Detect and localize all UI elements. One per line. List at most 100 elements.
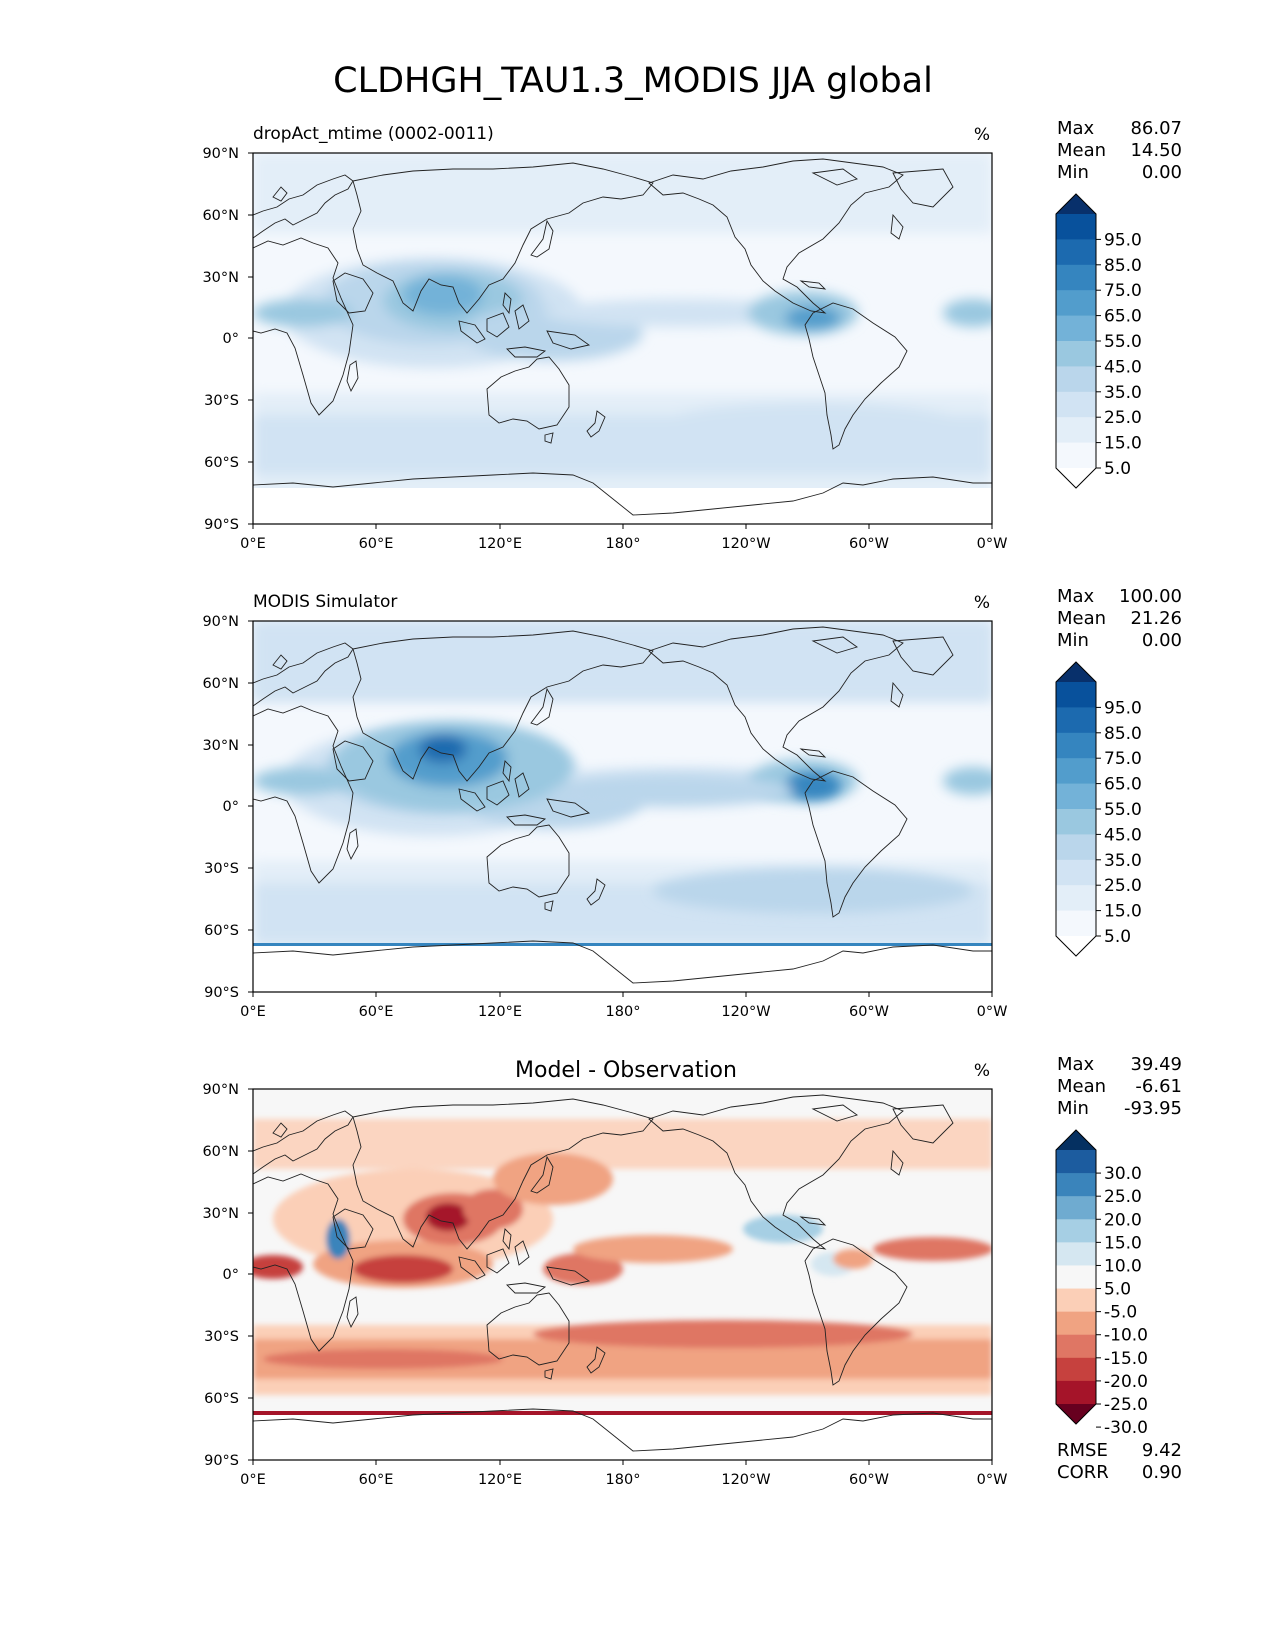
lat-tick: 90°S — [204, 1453, 239, 1469]
stat-label: Max — [1057, 1054, 1095, 1075]
colorbar-bin — [1056, 859, 1096, 886]
stat-label: Min — [1057, 630, 1089, 651]
lat-tick: 30°S — [204, 861, 239, 877]
panel-difference: Model - Observation % 90°N 60°N 30°N 0° … — [202, 1054, 1182, 1488]
colorbar-label: 85.0 — [1104, 724, 1142, 744]
colorbar-label: 5.0 — [1104, 1280, 1131, 1300]
colorbar-label: 5.0 — [1104, 459, 1131, 479]
colorbar-bin — [1056, 910, 1096, 937]
colorbar-label: -15.0 — [1104, 1349, 1148, 1369]
lat-tick: 90°S — [204, 985, 239, 1001]
colorbar-extend-max — [1056, 194, 1096, 214]
lat-tick: 30°N — [202, 1206, 239, 1222]
colorbar-bin — [1056, 341, 1096, 367]
panel-difference-metrics: RMSE 9.42 CORR 0.90 — [1057, 1440, 1182, 1483]
colorbar-bin — [1056, 1380, 1096, 1405]
colorbar-bin — [1056, 366, 1096, 393]
colorbar-label: -30.0 — [1104, 1418, 1148, 1438]
colorbar-label: 10.0 — [1104, 1256, 1142, 1276]
colorbar-label: 95.0 — [1104, 230, 1142, 250]
lat-tick: 30°S — [204, 393, 239, 409]
colorbar-label: 75.0 — [1104, 749, 1142, 769]
colorbar-bin — [1056, 732, 1096, 759]
colorbar-label: 5.0 — [1104, 927, 1131, 947]
stat-label: Mean — [1057, 608, 1106, 629]
lat-tick: 0° — [223, 331, 239, 347]
stat-value: 0.00 — [1142, 162, 1182, 183]
colorbar-label: 15.0 — [1104, 1233, 1142, 1253]
lon-tick: 0°E — [240, 1472, 266, 1488]
colorbar-label: 65.0 — [1104, 775, 1142, 795]
colorbar-bin — [1056, 315, 1096, 342]
metric-value: 0.90 — [1142, 1462, 1182, 1483]
colorbar-bin — [1056, 809, 1096, 835]
colorbar-label: 15.0 — [1104, 902, 1142, 922]
panel-reference-title: MODIS Simulator — [253, 592, 397, 612]
panel-test-lat-ticks: 90°N 60°N 30°N 0° 30°S 60°S 90°S — [202, 146, 239, 533]
stat-value: 39.49 — [1130, 1054, 1182, 1075]
colorbar-label: 35.0 — [1104, 851, 1142, 871]
colorbar-bin — [1056, 1288, 1096, 1313]
lat-tick: 30°S — [204, 1329, 239, 1345]
lon-tick: 60°E — [359, 1004, 394, 1020]
colorbar-label: -5.0 — [1104, 1303, 1137, 1323]
stat-label: Mean — [1057, 140, 1106, 161]
panel-difference-colorbar: 30.0 25.0 20.0 15.0 10.0 5.0 -5.0 -10.0 -15.0 -20… — [1055, 1129, 1148, 1438]
colorbar-label: -10.0 — [1104, 1326, 1148, 1346]
colorbar-bin — [1056, 885, 1096, 912]
colorbar-label: 75.0 — [1104, 281, 1142, 301]
lat-tick: 60°N — [202, 208, 239, 224]
lat-tick: 90°N — [202, 614, 239, 630]
lon-tick: 120°E — [478, 1472, 522, 1488]
colorbar-bin — [1056, 783, 1096, 810]
lon-tick: 60°E — [359, 1472, 394, 1488]
colorbar-extend-min — [1056, 936, 1096, 956]
colorbar-label: 55.0 — [1104, 800, 1142, 820]
colorbar-bin — [1056, 682, 1096, 708]
colorbar-extend-min — [1056, 468, 1096, 488]
lat-tick: 30°N — [202, 270, 239, 286]
colorbar-label: 15.0 — [1104, 434, 1142, 454]
stat-label: Max — [1057, 118, 1095, 139]
lon-tick: 180° — [606, 1472, 641, 1488]
colorbar-label: 45.0 — [1104, 825, 1142, 845]
panel-reference-lat-ticks: 90°N 60°N 30°N 0° 30°S 60°S 90°S — [202, 614, 239, 1001]
lon-tick: 60°W — [849, 1472, 889, 1488]
colorbar-label: 65.0 — [1104, 307, 1142, 327]
panel-difference-stats: Max 39.49 Mean -6.61 Min -93.95 — [1057, 1054, 1182, 1119]
panel-difference-lon-ticks: 0°E 60°E 120°E 180° 120°W 60°W 0°W — [240, 1472, 1007, 1488]
lat-tick: 60°N — [202, 676, 239, 692]
colorbar-label: 25.0 — [1104, 1187, 1142, 1207]
colorbar-bin — [1056, 1242, 1096, 1266]
panel-difference-map — [253, 1089, 992, 1460]
stat-value: 21.26 — [1130, 608, 1182, 629]
lon-tick: 60°W — [849, 1004, 889, 1020]
lon-tick: 0°W — [977, 1004, 1008, 1020]
colorbar-label: 25.0 — [1104, 408, 1142, 428]
lon-tick: 60°W — [849, 536, 889, 552]
metric-value: 9.42 — [1142, 1440, 1182, 1461]
lon-tick: 180° — [606, 536, 641, 552]
colorbar-bin — [1056, 1196, 1096, 1220]
lat-tick: 30°N — [202, 738, 239, 754]
lon-tick: 120°W — [721, 1472, 770, 1488]
panel-test-colorbar: 95.0 85.0 75.0 65.0 55.0 45.0 35.0 25.0 15.0 5.0 — [1055, 193, 1142, 489]
panel-test-map — [253, 153, 992, 524]
colorbar-bin — [1056, 707, 1096, 734]
colorbar-label: 35.0 — [1104, 383, 1142, 403]
colorbar-label: 20.0 — [1104, 1210, 1142, 1230]
colorbar-label: 30.0 — [1104, 1164, 1142, 1184]
colorbar-label: 55.0 — [1104, 332, 1142, 352]
panel-difference-lat-ticks: 90°N 60°N 30°N 0° 30°S 60°S 90°S — [202, 1082, 239, 1469]
colorbar-extend-max — [1056, 1130, 1096, 1150]
panel-test-lon-ticks: 0°E 60°E 120°E 180° 120°W 60°W 0°W — [240, 536, 1007, 552]
panel-reference-stats: Max 100.00 Mean 21.26 Min 0.00 — [1057, 586, 1182, 651]
panel-reference: MODIS Simulator % 90°N — [202, 586, 1182, 1020]
lat-tick: 60°S — [204, 923, 239, 939]
panel-difference-title: Model - Observation — [515, 1058, 737, 1083]
lat-tick: 90°S — [204, 517, 239, 533]
panel-test: dropAct_mtime (0002-0011) % 90°N 60°N 30… — [202, 118, 1182, 552]
lon-tick: 0°E — [240, 536, 266, 552]
stat-label: Min — [1057, 1098, 1089, 1119]
colorbar-bin — [1056, 834, 1096, 861]
